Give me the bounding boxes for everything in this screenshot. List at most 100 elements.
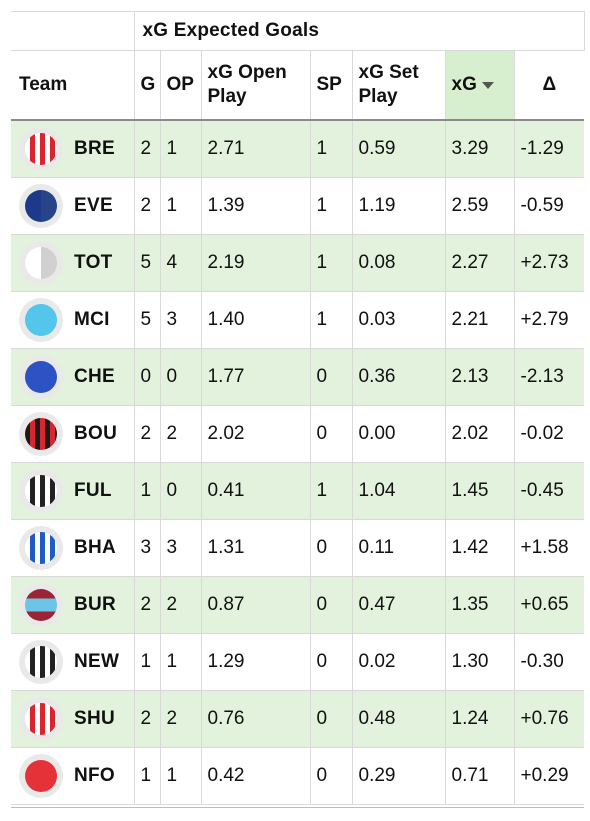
goals-cell: 2 bbox=[133, 177, 160, 235]
open-play-goals-cell: 3 bbox=[159, 291, 201, 349]
group-header-spacer bbox=[11, 11, 134, 51]
xg-set-play-cell: 0.11 bbox=[351, 519, 445, 577]
team-abbreviation: NFO bbox=[74, 765, 116, 786]
goals-cell: 2 bbox=[133, 576, 160, 634]
set-play-goals-cell: 1 bbox=[309, 119, 352, 178]
team-cell: NEW bbox=[11, 633, 134, 691]
open-play-goals-cell: 2 bbox=[159, 405, 201, 463]
team-abbreviation: BOU bbox=[74, 423, 118, 444]
column-header-xg-set-play[interactable]: xG Set Play bbox=[351, 50, 445, 121]
group-header-label: xG Expected Goals bbox=[133, 11, 585, 51]
red-white-stripes-crest-icon bbox=[25, 703, 57, 735]
team-info: CHE bbox=[19, 355, 134, 399]
column-header-sp[interactable]: SP bbox=[309, 50, 352, 121]
xg-cell: 1.24 bbox=[444, 690, 514, 748]
column-header-team[interactable]: Team bbox=[11, 50, 134, 121]
team-abbreviation: BHA bbox=[74, 537, 117, 558]
team-info: NFO bbox=[19, 754, 134, 798]
xg-set-play-cell: 0.29 bbox=[351, 747, 445, 805]
team-cell: BOU bbox=[11, 405, 134, 463]
open-play-goals-cell: 2 bbox=[159, 576, 201, 634]
column-header-g[interactable]: G bbox=[133, 50, 160, 121]
team-cell: FUL bbox=[11, 462, 134, 520]
xg-table: xG Expected Goals Team G OP xG Open Play… bbox=[11, 11, 585, 805]
black-white-stripes-crest-icon bbox=[25, 475, 57, 507]
team-badge bbox=[19, 298, 63, 342]
red-crest-icon bbox=[25, 760, 57, 792]
table-row: BRE 2 1 2.71 1 0.59 3.29 -1.29 bbox=[11, 119, 585, 178]
delta-cell: -0.59 bbox=[513, 177, 585, 235]
column-header-xg-sorted[interactable]: xG bbox=[444, 50, 514, 121]
xg-set-play-cell: 0.47 bbox=[351, 576, 445, 634]
xg-cell: 1.42 bbox=[444, 519, 514, 577]
white-grey-split-crest-icon bbox=[25, 247, 57, 279]
xg-set-play-cell: 0.36 bbox=[351, 348, 445, 406]
team-info: BOU bbox=[19, 412, 134, 456]
delta-cell: -1.29 bbox=[513, 119, 585, 178]
column-header-op[interactable]: OP bbox=[159, 50, 201, 121]
xg-open-play-cell: 0.76 bbox=[200, 690, 310, 748]
column-header-xg-open-play[interactable]: xG Open Play bbox=[200, 50, 310, 121]
xg-cell: 2.02 bbox=[444, 405, 514, 463]
set-play-goals-cell: 1 bbox=[309, 234, 352, 292]
delta-cell: +0.76 bbox=[513, 690, 585, 748]
team-info: TOT bbox=[19, 241, 134, 285]
team-abbreviation: BRE bbox=[74, 138, 116, 159]
set-play-goals-cell: 0 bbox=[309, 519, 352, 577]
table-body: BRE 2 1 2.71 1 0.59 3.29 -1.29 EVE 2 1 1.39 1 1.19 2.5… bbox=[11, 119, 585, 805]
goals-cell: 1 bbox=[133, 633, 160, 691]
goals-cell: 0 bbox=[133, 348, 160, 406]
xg-cell: 3.29 bbox=[444, 119, 514, 178]
xg-cell: 2.59 bbox=[444, 177, 514, 235]
team-abbreviation: EVE bbox=[74, 195, 113, 216]
team-cell: NFO bbox=[11, 747, 134, 805]
xg-cell: 2.27 bbox=[444, 234, 514, 292]
delta-cell: +2.73 bbox=[513, 234, 585, 292]
goals-cell: 2 bbox=[133, 119, 160, 178]
column-header-delta[interactable]: Δ bbox=[513, 50, 585, 121]
team-badge bbox=[19, 355, 63, 399]
open-play-goals-cell: 2 bbox=[159, 690, 201, 748]
team-abbreviation: SHU bbox=[74, 708, 116, 729]
table-row: BUR 2 2 0.87 0 0.47 1.35 +0.65 bbox=[11, 576, 585, 634]
team-badge bbox=[19, 697, 63, 741]
xg-set-play-cell: 0.59 bbox=[351, 119, 445, 178]
table-row: MCI 5 3 1.40 1 0.03 2.21 +2.79 bbox=[11, 291, 585, 349]
team-badge bbox=[19, 754, 63, 798]
team-abbreviation: NEW bbox=[74, 651, 120, 672]
table-row: BHA 3 3 1.31 0 0.11 1.42 +1.58 bbox=[11, 519, 585, 577]
xg-open-play-cell: 2.02 bbox=[200, 405, 310, 463]
team-info: NEW bbox=[19, 640, 134, 684]
team-info: BRE bbox=[19, 127, 134, 171]
team-info: MCI bbox=[19, 298, 134, 342]
table-row: BOU 2 2 2.02 0 0.00 2.02 -0.02 bbox=[11, 405, 585, 463]
delta-cell: -0.30 bbox=[513, 633, 585, 691]
team-cell: BHA bbox=[11, 519, 134, 577]
open-play-goals-cell: 3 bbox=[159, 519, 201, 577]
group-header-row: xG Expected Goals bbox=[11, 11, 585, 51]
team-info: BHA bbox=[19, 526, 134, 570]
team-info: BUR bbox=[19, 583, 134, 627]
xg-open-play-cell: 1.31 bbox=[200, 519, 310, 577]
goals-cell: 3 bbox=[133, 519, 160, 577]
open-play-goals-cell: 4 bbox=[159, 234, 201, 292]
team-cell: CHE bbox=[11, 348, 134, 406]
xg-set-play-cell: 0.08 bbox=[351, 234, 445, 292]
xg-set-play-cell: 0.48 bbox=[351, 690, 445, 748]
delta-cell: +0.29 bbox=[513, 747, 585, 805]
blue-navy-split-crest-icon bbox=[25, 190, 57, 222]
team-info: EVE bbox=[19, 184, 134, 228]
delta-cell: +0.65 bbox=[513, 576, 585, 634]
delta-cell: +2.79 bbox=[513, 291, 585, 349]
xg-open-play-cell: 0.41 bbox=[200, 462, 310, 520]
team-abbreviation: BUR bbox=[74, 594, 117, 615]
xg-cell: 1.30 bbox=[444, 633, 514, 691]
xg-cell: 0.71 bbox=[444, 747, 514, 805]
goals-cell: 2 bbox=[133, 690, 160, 748]
set-play-goals-cell: 1 bbox=[309, 462, 352, 520]
claret-sky-crest-icon bbox=[25, 589, 57, 621]
team-badge bbox=[19, 526, 63, 570]
team-info: FUL bbox=[19, 469, 134, 513]
column-header-row: Team G OP xG Open Play SP xG Set Play xG… bbox=[11, 50, 585, 121]
